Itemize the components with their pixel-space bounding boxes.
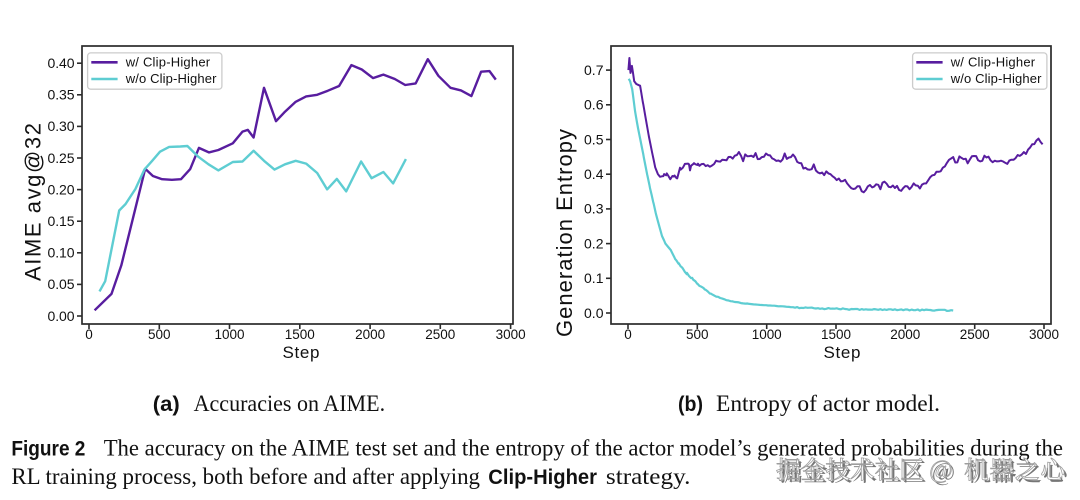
svg-text:1500: 1500 [821, 327, 851, 342]
svg-text:w/o Clip-Higher: w/o Clip-Higher [950, 71, 1042, 86]
svg-text:w/ Clip-Higher: w/ Clip-Higher [125, 54, 211, 69]
svg-text:0.0: 0.0 [584, 305, 604, 321]
svg-text:Clip-Higher: Clip-Higher [488, 466, 597, 489]
svg-text:0.3: 0.3 [584, 201, 604, 217]
svg-text:0.4: 0.4 [584, 166, 604, 182]
svg-text:0.30: 0.30 [48, 118, 75, 134]
svg-text:500: 500 [148, 327, 171, 342]
svg-text:The accuracy on the AIME test: The accuracy on the AIME test set and th… [104, 435, 1063, 461]
svg-text:3000: 3000 [1029, 327, 1059, 342]
svg-text:2500: 2500 [960, 327, 990, 342]
svg-text:Step: Step [824, 343, 861, 362]
svg-text:0.10: 0.10 [48, 245, 75, 261]
svg-text:(a): (a) [153, 393, 180, 416]
svg-text:0.20: 0.20 [48, 181, 75, 197]
svg-text:2000: 2000 [890, 327, 920, 342]
svg-text:0.15: 0.15 [48, 213, 75, 229]
svg-text:2000: 2000 [355, 327, 385, 342]
svg-text:Figure 2: Figure 2 [11, 437, 85, 460]
svg-text:Generation Entropy: Generation Entropy [552, 129, 577, 337]
svg-text:500: 500 [686, 327, 709, 342]
svg-text:(b): (b) [678, 393, 703, 416]
svg-text:AIME avg@32: AIME avg@32 [21, 123, 46, 281]
svg-text:RL training process, both befo: RL training process, both before and aft… [11, 464, 480, 490]
svg-text:0.6: 0.6 [584, 97, 604, 113]
svg-text:1000: 1000 [752, 327, 782, 342]
svg-text:Step: Step [283, 343, 320, 362]
svg-text:Accuracies on AIME.: Accuracies on AIME. [194, 391, 386, 417]
svg-text:0.2: 0.2 [584, 235, 604, 251]
svg-text:0.25: 0.25 [48, 150, 75, 166]
svg-text:2500: 2500 [425, 327, 455, 342]
svg-text:0.7: 0.7 [584, 62, 604, 78]
svg-text:1500: 1500 [285, 327, 315, 342]
svg-text:0.35: 0.35 [48, 87, 75, 103]
svg-text:0: 0 [624, 327, 632, 342]
svg-text:Entropy of actor model.: Entropy of actor model. [716, 391, 940, 417]
svg-text:strategy.: strategy. [606, 464, 691, 490]
svg-text:3000: 3000 [496, 327, 526, 342]
svg-text:w/ Clip-Higher: w/ Clip-Higher [950, 54, 1036, 69]
svg-text:1000: 1000 [215, 327, 245, 342]
svg-text:0.00: 0.00 [48, 308, 75, 324]
svg-text:w/o Clip-Higher: w/o Clip-Higher [125, 71, 217, 86]
svg-text:0.05: 0.05 [48, 276, 75, 292]
svg-text:0.40: 0.40 [48, 55, 75, 71]
svg-text:0.5: 0.5 [584, 131, 604, 147]
svg-text:0: 0 [85, 327, 93, 342]
svg-text:0.1: 0.1 [584, 270, 604, 286]
